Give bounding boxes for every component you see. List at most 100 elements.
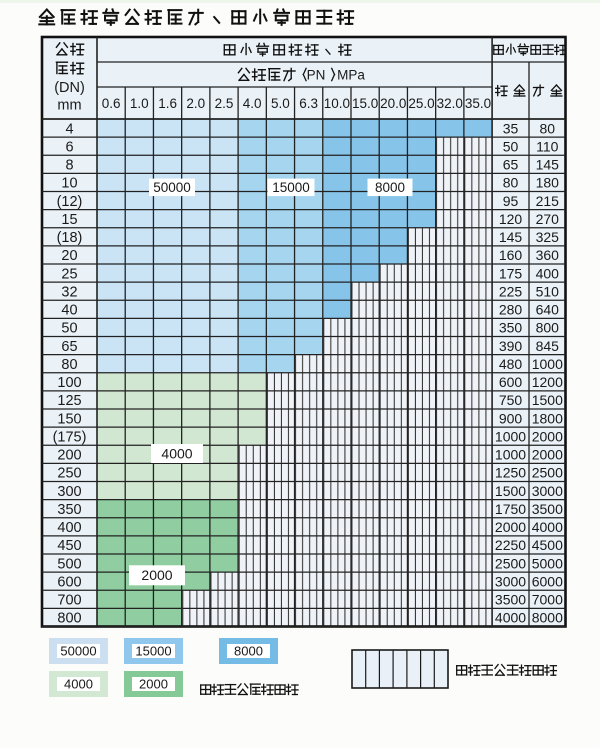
svg-text:4: 4 — [65, 121, 73, 137]
svg-text:15: 15 — [61, 212, 77, 228]
svg-text:175: 175 — [499, 265, 523, 281]
svg-text:2.0: 2.0 — [186, 96, 205, 111]
svg-text:6000: 6000 — [532, 573, 563, 589]
svg-text:15000: 15000 — [135, 644, 171, 659]
svg-text:4000: 4000 — [161, 445, 192, 461]
svg-text:50: 50 — [61, 321, 77, 337]
svg-text:8: 8 — [65, 158, 73, 174]
svg-text:mm: mm — [57, 97, 81, 113]
svg-text:2500: 2500 — [495, 555, 526, 571]
svg-text:15000: 15000 — [272, 180, 310, 195]
svg-text:50: 50 — [503, 138, 519, 154]
svg-text:2500: 2500 — [532, 465, 563, 481]
svg-text:500: 500 — [57, 556, 81, 572]
svg-text:3500: 3500 — [532, 501, 563, 517]
svg-text:350: 350 — [57, 502, 81, 518]
svg-text:390: 390 — [499, 338, 523, 354]
svg-text:0.6: 0.6 — [102, 96, 121, 111]
svg-text:(DN): (DN) — [54, 80, 85, 96]
svg-text:2000: 2000 — [495, 519, 526, 535]
svg-text:8000: 8000 — [532, 610, 563, 626]
svg-text:360: 360 — [536, 247, 560, 263]
svg-text:800: 800 — [536, 320, 560, 336]
svg-text:20: 20 — [61, 248, 77, 264]
svg-text:300: 300 — [57, 484, 81, 500]
svg-text:1750: 1750 — [495, 501, 526, 517]
svg-text:95: 95 — [503, 193, 519, 209]
svg-text:160: 160 — [499, 247, 523, 263]
svg-text:2250: 2250 — [495, 537, 526, 553]
svg-text:PN: PN — [307, 67, 326, 82]
svg-text:150: 150 — [57, 411, 81, 427]
svg-text:2.5: 2.5 — [215, 96, 234, 111]
svg-text:120: 120 — [499, 211, 523, 227]
svg-text:65: 65 — [61, 339, 77, 355]
svg-text:2000: 2000 — [532, 428, 563, 444]
svg-text:510: 510 — [536, 283, 560, 299]
svg-text:800: 800 — [57, 611, 81, 627]
svg-text:MPa: MPa — [337, 67, 365, 82]
svg-text:145: 145 — [499, 229, 523, 245]
svg-text:40: 40 — [61, 303, 77, 319]
svg-text:1000: 1000 — [495, 447, 526, 463]
svg-text:100: 100 — [57, 375, 81, 391]
svg-text:480: 480 — [499, 356, 523, 372]
svg-text:270: 270 — [536, 211, 560, 227]
svg-text:6: 6 — [65, 139, 73, 155]
svg-text:3500: 3500 — [495, 592, 526, 608]
svg-text:4000: 4000 — [495, 610, 526, 626]
svg-text:(175): (175) — [53, 429, 87, 445]
svg-text:400: 400 — [57, 520, 81, 536]
svg-text:250: 250 — [57, 466, 81, 482]
svg-text:600: 600 — [57, 574, 81, 590]
svg-text:225: 225 — [499, 283, 523, 299]
svg-text:325: 325 — [536, 229, 560, 245]
svg-text:10: 10 — [61, 176, 77, 192]
svg-text:110: 110 — [536, 138, 559, 154]
svg-text:1500: 1500 — [495, 483, 526, 499]
svg-text:1500: 1500 — [532, 392, 563, 408]
svg-text:65: 65 — [503, 157, 519, 173]
svg-text:900: 900 — [499, 410, 523, 426]
svg-text:700: 700 — [57, 593, 81, 609]
svg-text:400: 400 — [536, 265, 560, 281]
svg-text:3000: 3000 — [532, 483, 563, 499]
svg-text:180: 180 — [536, 175, 560, 191]
svg-text:1800: 1800 — [532, 410, 563, 426]
svg-text:5000: 5000 — [532, 555, 563, 571]
svg-text:2000: 2000 — [532, 447, 563, 463]
svg-text:845: 845 — [536, 338, 560, 354]
svg-text:35: 35 — [503, 120, 519, 136]
svg-text:25.0: 25.0 — [408, 96, 434, 111]
svg-text:15.0: 15.0 — [352, 96, 378, 111]
svg-text:4000: 4000 — [64, 677, 93, 692]
svg-text:145: 145 — [536, 157, 560, 173]
svg-text:(12): (12) — [57, 194, 83, 210]
svg-text:200: 200 — [57, 448, 81, 464]
svg-text:350: 350 — [499, 320, 523, 336]
svg-text:4000: 4000 — [532, 519, 563, 535]
svg-text:1000: 1000 — [495, 428, 526, 444]
svg-text:8000: 8000 — [234, 644, 263, 659]
svg-text:600: 600 — [499, 374, 523, 390]
svg-text:7000: 7000 — [532, 592, 563, 608]
svg-text:1.0: 1.0 — [130, 96, 149, 111]
svg-text:8000: 8000 — [375, 180, 405, 195]
svg-text:50000: 50000 — [153, 180, 191, 195]
svg-text:1200: 1200 — [532, 374, 563, 390]
svg-text:35.0: 35.0 — [465, 96, 491, 111]
svg-text:450: 450 — [57, 538, 81, 554]
svg-text:80: 80 — [503, 175, 519, 191]
svg-text:(18): (18) — [57, 230, 83, 246]
svg-text:25: 25 — [61, 266, 77, 282]
svg-text:750: 750 — [499, 392, 523, 408]
svg-text:1.6: 1.6 — [158, 96, 177, 111]
svg-text:5.0: 5.0 — [271, 96, 290, 111]
svg-text:640: 640 — [536, 302, 560, 318]
svg-text:6.3: 6.3 — [299, 96, 318, 111]
svg-text:32.0: 32.0 — [437, 96, 463, 111]
svg-text:215: 215 — [536, 193, 560, 209]
svg-text:50000: 50000 — [60, 644, 96, 659]
svg-text:2000: 2000 — [139, 677, 168, 692]
svg-text:80: 80 — [540, 120, 556, 136]
